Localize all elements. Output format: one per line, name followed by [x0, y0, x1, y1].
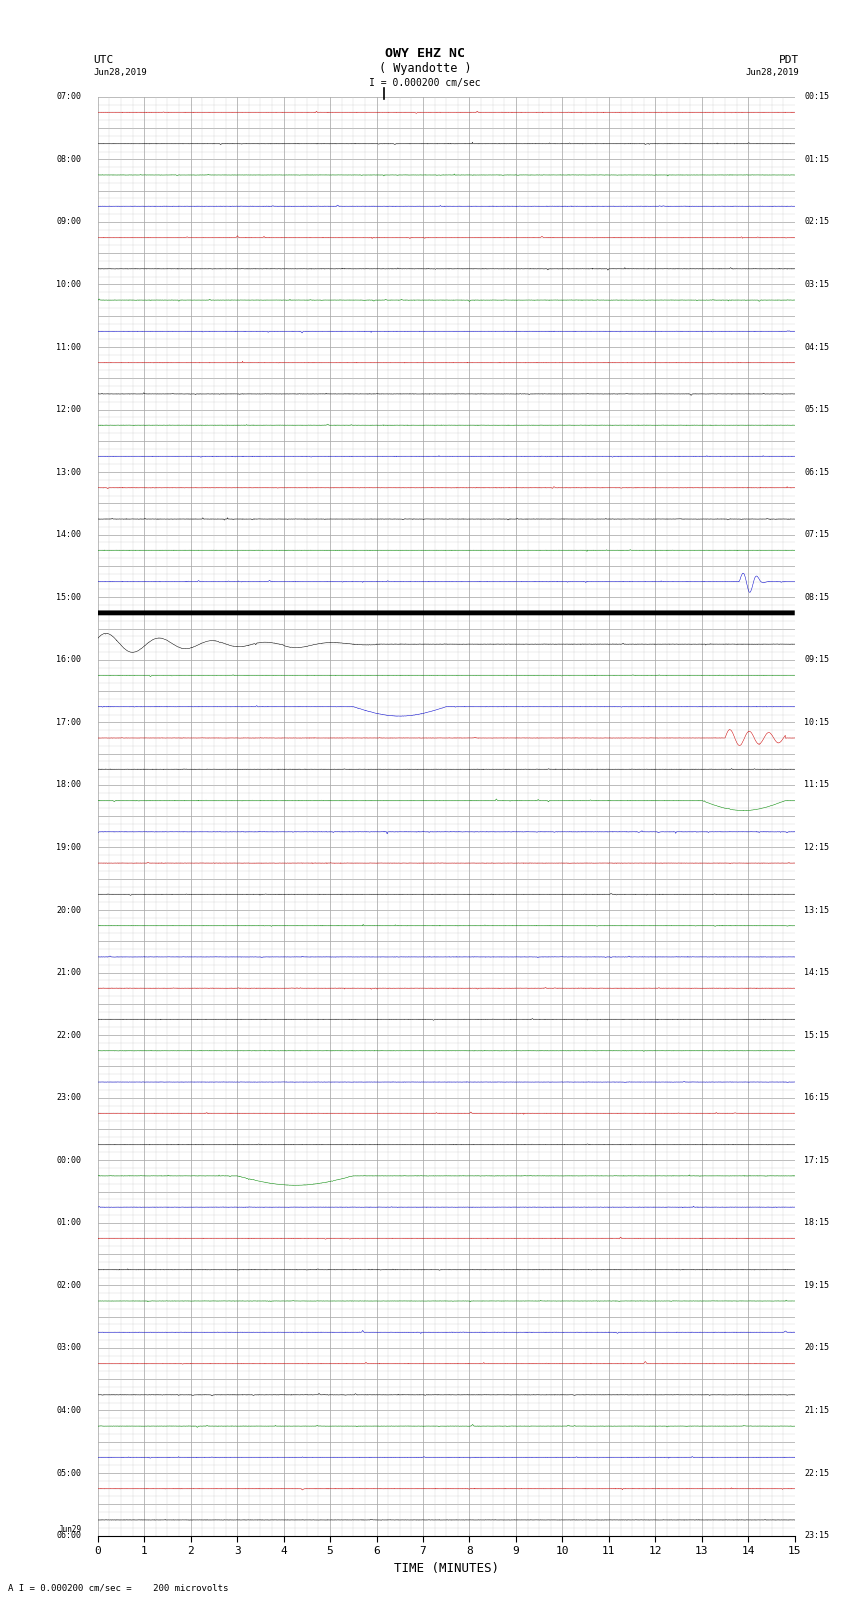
- Text: 09:00: 09:00: [56, 218, 82, 226]
- Text: 03:00: 03:00: [56, 1344, 82, 1352]
- Text: 15:00: 15:00: [56, 592, 82, 602]
- Text: 19:00: 19:00: [56, 844, 82, 852]
- Text: 13:00: 13:00: [56, 468, 82, 476]
- Text: UTC: UTC: [94, 55, 114, 65]
- Text: 01:00: 01:00: [56, 1218, 82, 1227]
- Text: 14:00: 14:00: [56, 531, 82, 539]
- Text: 09:15: 09:15: [804, 655, 829, 665]
- Text: 07:15: 07:15: [804, 531, 829, 539]
- Text: 01:15: 01:15: [804, 155, 829, 165]
- Text: 06:15: 06:15: [804, 468, 829, 476]
- Text: 03:15: 03:15: [804, 281, 829, 289]
- Text: 08:00: 08:00: [56, 155, 82, 165]
- Text: OWY EHZ NC: OWY EHZ NC: [385, 47, 465, 60]
- Text: 10:00: 10:00: [56, 281, 82, 289]
- X-axis label: TIME (MINUTES): TIME (MINUTES): [394, 1561, 499, 1574]
- Text: 20:00: 20:00: [56, 905, 82, 915]
- Text: 00:15: 00:15: [804, 92, 829, 102]
- Text: 12:00: 12:00: [56, 405, 82, 415]
- Text: PDT: PDT: [779, 55, 799, 65]
- Text: 21:15: 21:15: [804, 1407, 829, 1415]
- Text: 18:15: 18:15: [804, 1218, 829, 1227]
- Text: 00:00: 00:00: [56, 1157, 82, 1165]
- Text: 16:00: 16:00: [56, 655, 82, 665]
- Text: 04:00: 04:00: [56, 1407, 82, 1415]
- Text: 18:00: 18:00: [56, 781, 82, 789]
- Text: A I = 0.000200 cm/sec =    200 microvolts: A I = 0.000200 cm/sec = 200 microvolts: [8, 1584, 229, 1594]
- Text: 23:15: 23:15: [804, 1531, 829, 1540]
- Text: 17:00: 17:00: [56, 718, 82, 727]
- Text: 19:15: 19:15: [804, 1281, 829, 1290]
- Text: Jun28,2019: Jun28,2019: [94, 68, 147, 77]
- Text: 17:15: 17:15: [804, 1157, 829, 1165]
- Text: 14:15: 14:15: [804, 968, 829, 977]
- Text: Jun29: Jun29: [59, 1524, 82, 1534]
- Text: 07:00: 07:00: [56, 92, 82, 102]
- Text: 11:00: 11:00: [56, 342, 82, 352]
- Text: 21:00: 21:00: [56, 968, 82, 977]
- Text: 22:00: 22:00: [56, 1031, 82, 1040]
- Text: 10:15: 10:15: [804, 718, 829, 727]
- Text: 12:15: 12:15: [804, 844, 829, 852]
- Text: 22:15: 22:15: [804, 1468, 829, 1478]
- Text: 08:15: 08:15: [804, 592, 829, 602]
- Text: ( Wyandotte ): ( Wyandotte ): [379, 61, 471, 76]
- Text: 02:15: 02:15: [804, 218, 829, 226]
- Text: 13:15: 13:15: [804, 905, 829, 915]
- Text: 20:15: 20:15: [804, 1344, 829, 1352]
- Text: 11:15: 11:15: [804, 781, 829, 789]
- Text: 05:00: 05:00: [56, 1468, 82, 1478]
- Text: 23:00: 23:00: [56, 1094, 82, 1102]
- Text: 02:00: 02:00: [56, 1281, 82, 1290]
- Text: 06:00: 06:00: [56, 1531, 82, 1540]
- Text: 16:15: 16:15: [804, 1094, 829, 1102]
- Text: 15:15: 15:15: [804, 1031, 829, 1040]
- Text: I = 0.000200 cm/sec: I = 0.000200 cm/sec: [369, 77, 481, 87]
- Text: 04:15: 04:15: [804, 342, 829, 352]
- Text: 05:15: 05:15: [804, 405, 829, 415]
- Text: Jun28,2019: Jun28,2019: [745, 68, 799, 77]
